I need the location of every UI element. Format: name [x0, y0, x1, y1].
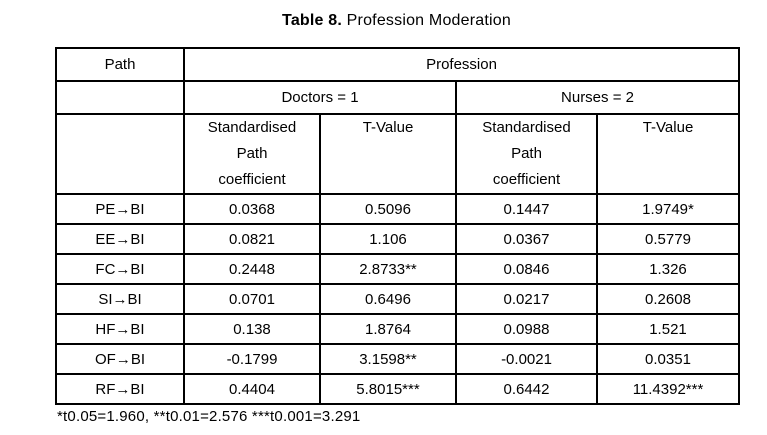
value-cell: 5.8015***	[319, 373, 457, 405]
path-cell: RF→BI	[55, 373, 185, 405]
value-cell: 1.521	[596, 313, 740, 345]
table-title-text: Profession Moderation	[342, 12, 511, 29]
header-row-group: Path Profession	[55, 47, 740, 82]
value-cell: 0.0846	[455, 253, 598, 285]
moderation-table: Path Profession Doctors = 1 Nurses = 2 S…	[55, 47, 740, 405]
table-row: PE→BI 0.0368 0.5096 0.1447 1.9749*	[55, 193, 740, 225]
table-title: Table 8. Profession Moderation	[55, 12, 738, 30]
path-cell: OF→BI	[55, 343, 185, 375]
value-cell: 11.4392***	[596, 373, 740, 405]
table-row: EE→BI 0.0821 1.106 0.0367 0.5779	[55, 223, 740, 255]
table-row: FC→BI 0.2448 2.8733** 0.0846 1.326	[55, 253, 740, 285]
value-cell: 0.0988	[455, 313, 598, 345]
metric-header-doctors-coefficient: Standardised Path coefficient	[183, 113, 321, 195]
value-cell: 1.8764	[319, 313, 457, 345]
value-cell: 0.5096	[319, 193, 457, 225]
significance-footnote: *t0.05=1.960, **t0.01=2.576 ***t0.001=3.…	[57, 408, 361, 425]
empty-cell	[55, 113, 185, 195]
value-cell: 3.1598**	[319, 343, 457, 375]
value-cell: 0.1447	[455, 193, 598, 225]
value-cell: 0.6442	[455, 373, 598, 405]
value-cell: 1.106	[319, 223, 457, 255]
path-cell: EE→BI	[55, 223, 185, 255]
value-cell: 0.0821	[183, 223, 321, 255]
nurses-subheader: Nurses = 2	[455, 80, 740, 115]
value-cell: 0.0701	[183, 283, 321, 315]
doctors-subheader: Doctors = 1	[183, 80, 457, 115]
path-cell: PE→BI	[55, 193, 185, 225]
value-cell: 0.138	[183, 313, 321, 345]
value-cell: 0.0351	[596, 343, 740, 375]
path-cell: HF→BI	[55, 313, 185, 345]
profession-group-header: Profession	[183, 47, 740, 82]
table-row: HF→BI 0.138 1.8764 0.0988 1.521	[55, 313, 740, 345]
table-title-number: Table 8.	[282, 12, 343, 29]
value-cell: 0.0368	[183, 193, 321, 225]
table-row: SI→BI 0.0701 0.6496 0.0217 0.2608	[55, 283, 740, 315]
header-row-metrics: Standardised Path coefficient T-Value St…	[55, 113, 740, 195]
empty-cell	[55, 80, 185, 115]
metric-header-doctors-tvalue: T-Value	[319, 113, 457, 195]
value-cell: 0.4404	[183, 373, 321, 405]
value-cell: 1.9749*	[596, 193, 740, 225]
value-cell: 0.0217	[455, 283, 598, 315]
metric-header-nurses-tvalue: T-Value	[596, 113, 740, 195]
value-cell: -0.1799	[183, 343, 321, 375]
metric-header-nurses-coefficient: Standardised Path coefficient	[455, 113, 598, 195]
table-row: OF→BI -0.1799 3.1598** -0.0021 0.0351	[55, 343, 740, 375]
path-cell: FC→BI	[55, 253, 185, 285]
value-cell: -0.0021	[455, 343, 598, 375]
value-cell: 0.2608	[596, 283, 740, 315]
table-row: RF→BI 0.4404 5.8015*** 0.6442 11.4392***	[55, 373, 740, 405]
path-column-header: Path	[55, 47, 185, 82]
header-row-subgroups: Doctors = 1 Nurses = 2	[55, 80, 740, 115]
value-cell: 0.0367	[455, 223, 598, 255]
value-cell: 0.5779	[596, 223, 740, 255]
value-cell: 0.2448	[183, 253, 321, 285]
path-cell: SI→BI	[55, 283, 185, 315]
value-cell: 1.326	[596, 253, 740, 285]
value-cell: 2.8733**	[319, 253, 457, 285]
value-cell: 0.6496	[319, 283, 457, 315]
